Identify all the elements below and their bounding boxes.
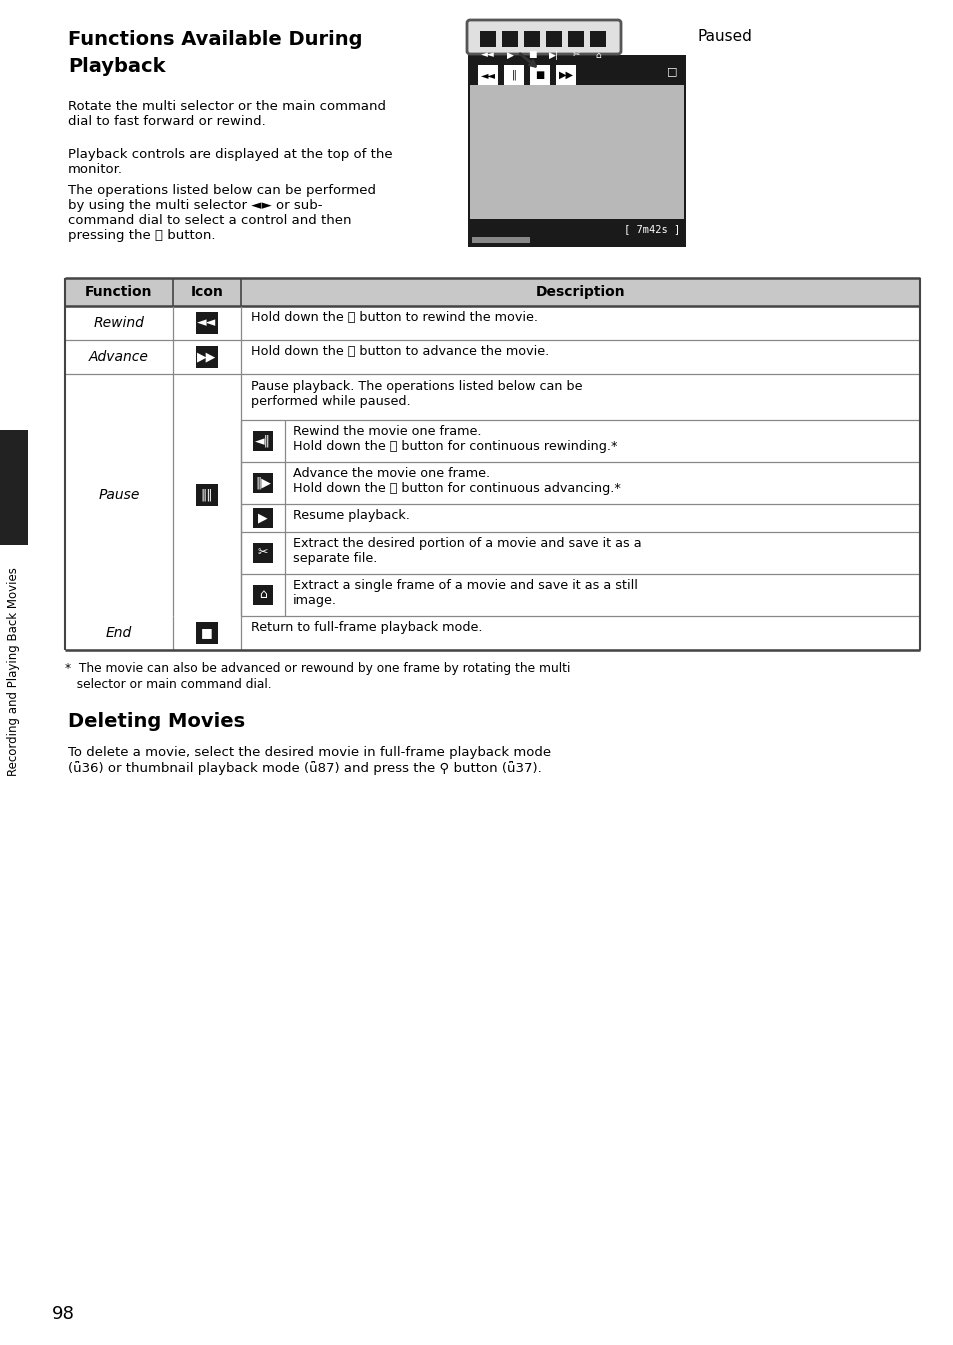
Bar: [545, 31, 561, 47]
Bar: [479, 31, 496, 47]
Bar: [253, 585, 273, 605]
Bar: [470, 219, 683, 247]
Text: Deleting Movies: Deleting Movies: [68, 712, 245, 730]
Text: ▶▶: ▶▶: [558, 70, 573, 79]
Text: ■: ■: [535, 70, 544, 79]
Text: Recording and Playing Back Movies: Recording and Playing Back Movies: [8, 568, 20, 776]
Text: ‖‖: ‖‖: [200, 488, 213, 502]
Text: ⌂: ⌂: [259, 589, 267, 601]
Text: Advance the movie one frame.
Hold down the ⒪ button for continuous advancing.*: Advance the movie one frame. Hold down t…: [293, 467, 620, 495]
Text: ▶▶: ▶▶: [197, 351, 216, 363]
Text: Extract a single frame of a movie and save it as a still
image.: Extract a single frame of a movie and sa…: [293, 578, 638, 607]
Bar: [470, 56, 683, 85]
Text: Rewind the movie one frame.
Hold down the ⒪ button for continuous rewinding.*: Rewind the movie one frame. Hold down th…: [293, 425, 617, 453]
Text: ▶: ▶: [506, 51, 513, 59]
Text: ■: ■: [527, 51, 536, 59]
Text: Description: Description: [536, 285, 624, 299]
Text: Hold down the ⒪ button to rewind the movie.: Hold down the ⒪ button to rewind the mov…: [251, 311, 537, 324]
Text: selector or main command dial.: selector or main command dial.: [65, 678, 272, 691]
Text: Return to full-frame playback mode.: Return to full-frame playback mode.: [251, 621, 482, 633]
Bar: [530, 65, 550, 85]
Text: 98: 98: [52, 1305, 74, 1323]
Bar: [501, 31, 517, 47]
Bar: [472, 237, 530, 243]
Text: Extract the desired portion of a movie and save it as a
separate file.: Extract the desired portion of a movie a…: [293, 537, 641, 565]
Bar: [195, 484, 218, 506]
Bar: [589, 31, 605, 47]
Bar: [503, 65, 523, 85]
Text: Playback: Playback: [68, 56, 165, 77]
Bar: [253, 473, 273, 494]
Bar: [195, 312, 218, 334]
Text: ◄◄: ◄◄: [480, 51, 495, 59]
Bar: [0, 430, 28, 545]
Text: End: End: [106, 625, 132, 640]
Bar: [253, 430, 273, 451]
Bar: [470, 85, 683, 219]
Text: ◄◄: ◄◄: [197, 316, 216, 330]
Text: To delete a movie, select the desired movie in full-frame playback mode
(ǖ36) or: To delete a movie, select the desired mo…: [68, 746, 551, 775]
Bar: [468, 55, 685, 247]
Text: Functions Available During: Functions Available During: [68, 30, 362, 48]
Bar: [556, 65, 576, 85]
Text: Function: Function: [85, 285, 152, 299]
FancyBboxPatch shape: [467, 20, 620, 54]
Text: Paused: Paused: [698, 30, 752, 44]
Text: ✂: ✂: [257, 546, 268, 560]
Text: □: □: [666, 66, 677, 77]
Bar: [523, 31, 539, 47]
Text: ⌂: ⌂: [595, 51, 600, 59]
Text: Playback controls are displayed at the top of the
monitor.: Playback controls are displayed at the t…: [68, 148, 393, 176]
Bar: [195, 346, 218, 369]
Text: Icon: Icon: [191, 285, 223, 299]
Text: ‖▶: ‖▶: [254, 476, 271, 490]
Text: ▶|: ▶|: [549, 51, 558, 59]
Text: ■: ■: [201, 627, 213, 639]
Bar: [253, 543, 273, 564]
Text: Rotate the multi selector or the main command
dial to fast forward or rewind.: Rotate the multi selector or the main co…: [68, 100, 386, 128]
Bar: [65, 278, 919, 307]
Text: ‖: ‖: [511, 70, 516, 81]
Text: Hold down the ⒪ button to advance the movie.: Hold down the ⒪ button to advance the mo…: [251, 346, 549, 358]
Bar: [470, 235, 683, 245]
Bar: [195, 621, 218, 644]
Bar: [477, 65, 497, 85]
Text: Pause playback. The operations listed below can be
performed while paused.: Pause playback. The operations listed be…: [251, 381, 582, 408]
Text: Pause: Pause: [98, 488, 139, 502]
Text: Resume playback.: Resume playback.: [293, 508, 410, 522]
Bar: [567, 31, 583, 47]
Text: ▶: ▶: [258, 511, 268, 525]
Text: The operations listed below can be performed
by using the multi selector ◄► or s: The operations listed below can be perfo…: [68, 184, 375, 242]
Text: ◄◄: ◄◄: [480, 70, 495, 79]
Text: ◄‖: ◄‖: [254, 434, 271, 448]
Text: *  The movie can also be advanced or rewound by one frame by rotating the multi: * The movie can also be advanced or rewo…: [65, 662, 570, 675]
Text: Advance: Advance: [89, 350, 149, 364]
Text: ✂: ✂: [572, 51, 579, 59]
Bar: [253, 508, 273, 529]
Text: [ 7m42s ]: [ 7m42s ]: [623, 225, 679, 234]
Text: Rewind: Rewind: [93, 316, 144, 330]
